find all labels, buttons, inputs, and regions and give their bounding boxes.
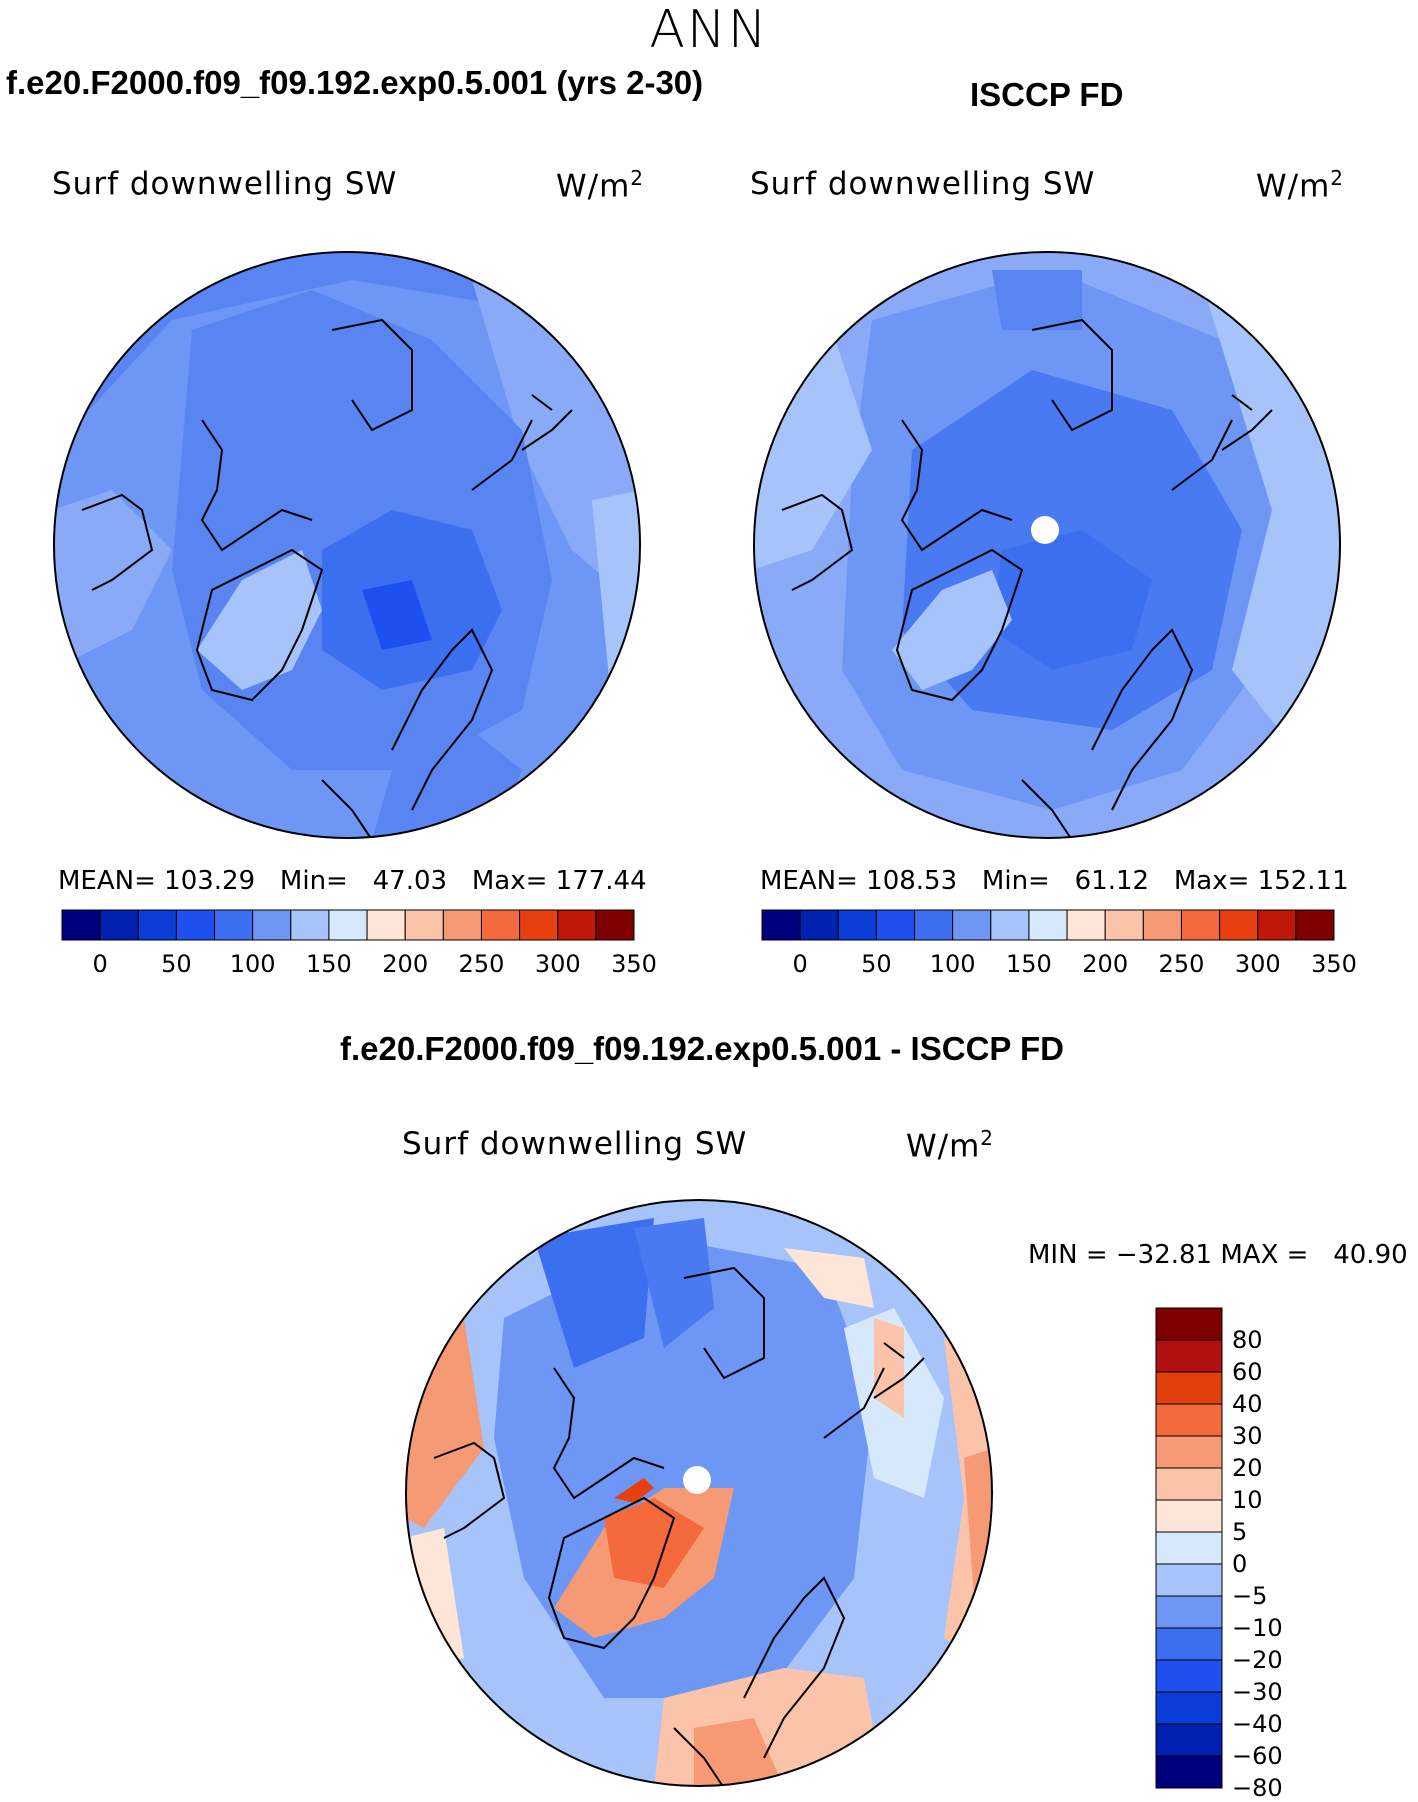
colorbar-diff-swatch bbox=[1155, 1307, 1223, 1341]
colorbar-panel-2-swatch bbox=[875, 909, 916, 941]
colorbar-panel-1-tick-label: 350 bbox=[611, 950, 657, 978]
panel-2-stats: MEAN= 108.53 Min= 61.12 Max= 152.11 bbox=[760, 866, 1349, 896]
map-panel-1 bbox=[53, 251, 641, 839]
colorbar-panel-2-swatch bbox=[1066, 909, 1106, 941]
colorbar-diff-tick-label: 30 bbox=[1232, 1422, 1263, 1450]
colorbar-diff-swatch bbox=[1155, 1467, 1223, 1501]
map-diff bbox=[405, 1199, 993, 1787]
colorbar-diff-swatch bbox=[1155, 1371, 1223, 1405]
colorbar-panel-2-swatch bbox=[990, 909, 1030, 941]
diff-units: W/m2 bbox=[906, 1126, 995, 1165]
colorbar-panel-2-tick-label: 200 bbox=[1082, 950, 1129, 978]
colorbar-panel-2-swatch bbox=[799, 909, 839, 941]
colorbar-panel-1-swatch bbox=[290, 909, 330, 941]
colorbar-panel-2-swatch bbox=[1219, 909, 1259, 941]
colorbar-diff-swatch bbox=[1155, 1499, 1223, 1533]
colorbar-diff-tick-label: −10 bbox=[1232, 1614, 1283, 1642]
colorbar-panel-1-tick-label: 100 bbox=[229, 950, 276, 978]
colorbar-panel-1-tick-label: 200 bbox=[382, 950, 429, 978]
colorbar-diff-swatch bbox=[1155, 1691, 1223, 1725]
colorbar-diff-swatch bbox=[1155, 1595, 1223, 1629]
colorbar-panel-1-tick-label: 150 bbox=[306, 950, 352, 978]
colorbar-panel-1-swatch bbox=[404, 909, 444, 941]
colorbar-diff-swatch bbox=[1155, 1563, 1223, 1597]
colorbar-panel-1 bbox=[61, 909, 635, 941]
panel-1-units: W/m2 bbox=[556, 166, 645, 205]
colorbar-panel-2-swatch bbox=[1028, 909, 1068, 941]
colorbar-diff-tick-label: 10 bbox=[1232, 1486, 1263, 1514]
colorbar-panel-2-tick-label: 150 bbox=[1006, 950, 1052, 978]
panel-2-units: W/m2 bbox=[1256, 166, 1345, 205]
colorbar-panel-1-swatch bbox=[557, 909, 597, 941]
map-panel-2 bbox=[753, 251, 1341, 839]
colorbar-diff-tick-label: 20 bbox=[1232, 1454, 1263, 1482]
colorbar-panel-1-ticks: 0 50 100 150 200 250 300 350 bbox=[62, 950, 656, 980]
colorbar-panel-1-swatch bbox=[99, 909, 139, 941]
diff-title: f.e20.F2000.f09_f09.192.exp0.5.001 - ISC… bbox=[340, 1030, 1064, 1067]
colorbar-panel-2-swatch bbox=[1295, 909, 1335, 941]
colorbar-panel-2-tick-label: 100 bbox=[929, 950, 976, 978]
colorbar-diff-swatch bbox=[1155, 1659, 1223, 1693]
panel-1-title: f.e20.F2000.f09_f09.192.exp0.5.001 (yrs … bbox=[6, 64, 704, 101]
colorbar-panel-1-swatch bbox=[252, 909, 292, 941]
colorbar-panel-2 bbox=[761, 909, 1335, 941]
colorbar-diff-swatch bbox=[1155, 1755, 1223, 1789]
colorbar-panel-2-swatch bbox=[952, 909, 992, 941]
panel-2-title: ISCCP FD bbox=[970, 76, 1124, 113]
colorbar-panel-2-ticks: 0 50 100 150 200 250 300 350 bbox=[762, 950, 1356, 980]
colorbar-panel-2-swatch bbox=[1257, 909, 1297, 941]
colorbar-diff-tick-label: −40 bbox=[1232, 1710, 1283, 1738]
colorbar-panel-1-swatch bbox=[214, 909, 254, 941]
colorbar-diff-swatch bbox=[1155, 1339, 1223, 1373]
colorbar-panel-2-tick-label: 250 bbox=[1158, 950, 1205, 978]
colorbar-panel-1-swatch bbox=[175, 909, 216, 941]
colorbar-diff-tick-label: 40 bbox=[1232, 1390, 1263, 1418]
colorbar-panel-1-swatch bbox=[137, 909, 177, 941]
panel-2-variable: Surf downwelling SW bbox=[750, 166, 1096, 202]
colorbar-diff-swatch bbox=[1155, 1723, 1223, 1757]
panel-1-variable: Surf downwelling SW bbox=[52, 166, 398, 202]
colorbar-panel-2-swatch bbox=[1180, 909, 1221, 941]
colorbar-panel-1-tick-label: 300 bbox=[534, 950, 581, 978]
colorbar-panel-1-swatch bbox=[480, 909, 521, 941]
colorbar-panel-2-tick-label: 350 bbox=[1311, 950, 1357, 978]
colorbar-diff-ticks: 80 60 40 30 20 10 5 0 −5 −10 −20 −30 −40 −60 −80 bbox=[1232, 1308, 1352, 1802]
diff-variable: Surf downwelling SW bbox=[402, 1126, 748, 1162]
colorbar-diff-tick-label: 80 bbox=[1232, 1326, 1263, 1354]
colorbar-diff-tick-label: −5 bbox=[1232, 1582, 1268, 1610]
colorbar-diff-swatch bbox=[1155, 1403, 1223, 1437]
colorbar-panel-1-tick-label: 250 bbox=[458, 950, 505, 978]
colorbar-diff-tick-label: −60 bbox=[1232, 1742, 1283, 1770]
diff-stats: MIN = −32.81 MAX = 40.90 bbox=[1028, 1240, 1408, 1270]
colorbar-diff-tick-label: −30 bbox=[1232, 1678, 1283, 1706]
colorbar-panel-1-swatch bbox=[595, 909, 635, 941]
colorbar-diff-tick-label: −20 bbox=[1232, 1646, 1283, 1674]
colorbar-diff-swatch bbox=[1155, 1531, 1223, 1565]
colorbar-diff-swatch bbox=[1155, 1435, 1223, 1469]
colorbar-panel-2-tick-label: 50 bbox=[861, 950, 892, 978]
colorbar-diff-tick-label: 60 bbox=[1232, 1358, 1263, 1386]
colorbar-panel-2-swatch bbox=[837, 909, 877, 941]
colorbar-panel-2-tick-label: 0 bbox=[792, 950, 808, 978]
season-title: ANN bbox=[649, 0, 769, 60]
colorbar-panel-1-swatch bbox=[366, 909, 406, 941]
panel-1-stats: MEAN= 103.29 Min= 47.03 Max= 177.44 bbox=[58, 866, 647, 896]
colorbar-panel-1-swatch bbox=[442, 909, 482, 941]
colorbar-panel-2-tick-label: 300 bbox=[1234, 950, 1281, 978]
colorbar-panel-2-swatch bbox=[1104, 909, 1144, 941]
colorbar-diff-swatch bbox=[1155, 1627, 1223, 1661]
colorbar-panel-1-swatch bbox=[328, 909, 368, 941]
colorbar-panel-1-swatch bbox=[61, 909, 101, 941]
colorbar-panel-2-swatch bbox=[1142, 909, 1182, 941]
colorbar-diff-tick-label: 0 bbox=[1232, 1550, 1248, 1578]
colorbar-panel-1-tick-label: 0 bbox=[92, 950, 108, 978]
colorbar-panel-1-swatch bbox=[519, 909, 559, 941]
colorbar-panel-2-swatch bbox=[761, 909, 801, 941]
colorbar-panel-2-swatch bbox=[914, 909, 954, 941]
colorbar-panel-1-tick-label: 50 bbox=[161, 950, 192, 978]
colorbar-diff-tick-label: −80 bbox=[1232, 1774, 1283, 1802]
colorbar-diff-tick-label: 5 bbox=[1232, 1518, 1248, 1546]
colorbar-diff bbox=[1155, 1307, 1223, 1789]
